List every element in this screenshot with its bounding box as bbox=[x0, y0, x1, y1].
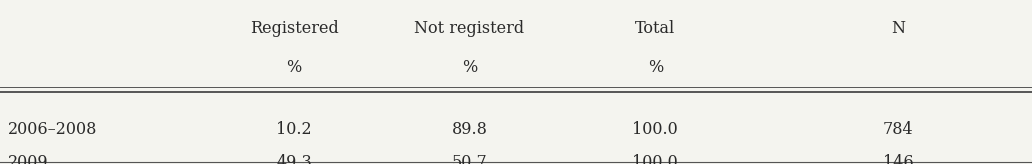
Text: 89.8: 89.8 bbox=[452, 121, 487, 138]
Text: 146: 146 bbox=[882, 154, 913, 164]
Text: 100.0: 100.0 bbox=[633, 154, 678, 164]
Text: 49.3: 49.3 bbox=[277, 154, 312, 164]
Text: N: N bbox=[891, 20, 905, 37]
Text: 784: 784 bbox=[882, 121, 913, 138]
Text: 10.2: 10.2 bbox=[277, 121, 312, 138]
Text: %: % bbox=[462, 59, 477, 76]
Text: Total: Total bbox=[635, 20, 676, 37]
Text: 2006–2008: 2006–2008 bbox=[8, 121, 98, 138]
Text: 2009: 2009 bbox=[8, 154, 49, 164]
Text: 50.7: 50.7 bbox=[452, 154, 487, 164]
Text: Registered: Registered bbox=[250, 20, 338, 37]
Text: %: % bbox=[287, 59, 301, 76]
Text: Not registerd: Not registerd bbox=[415, 20, 524, 37]
Text: 100.0: 100.0 bbox=[633, 121, 678, 138]
Text: %: % bbox=[648, 59, 663, 76]
